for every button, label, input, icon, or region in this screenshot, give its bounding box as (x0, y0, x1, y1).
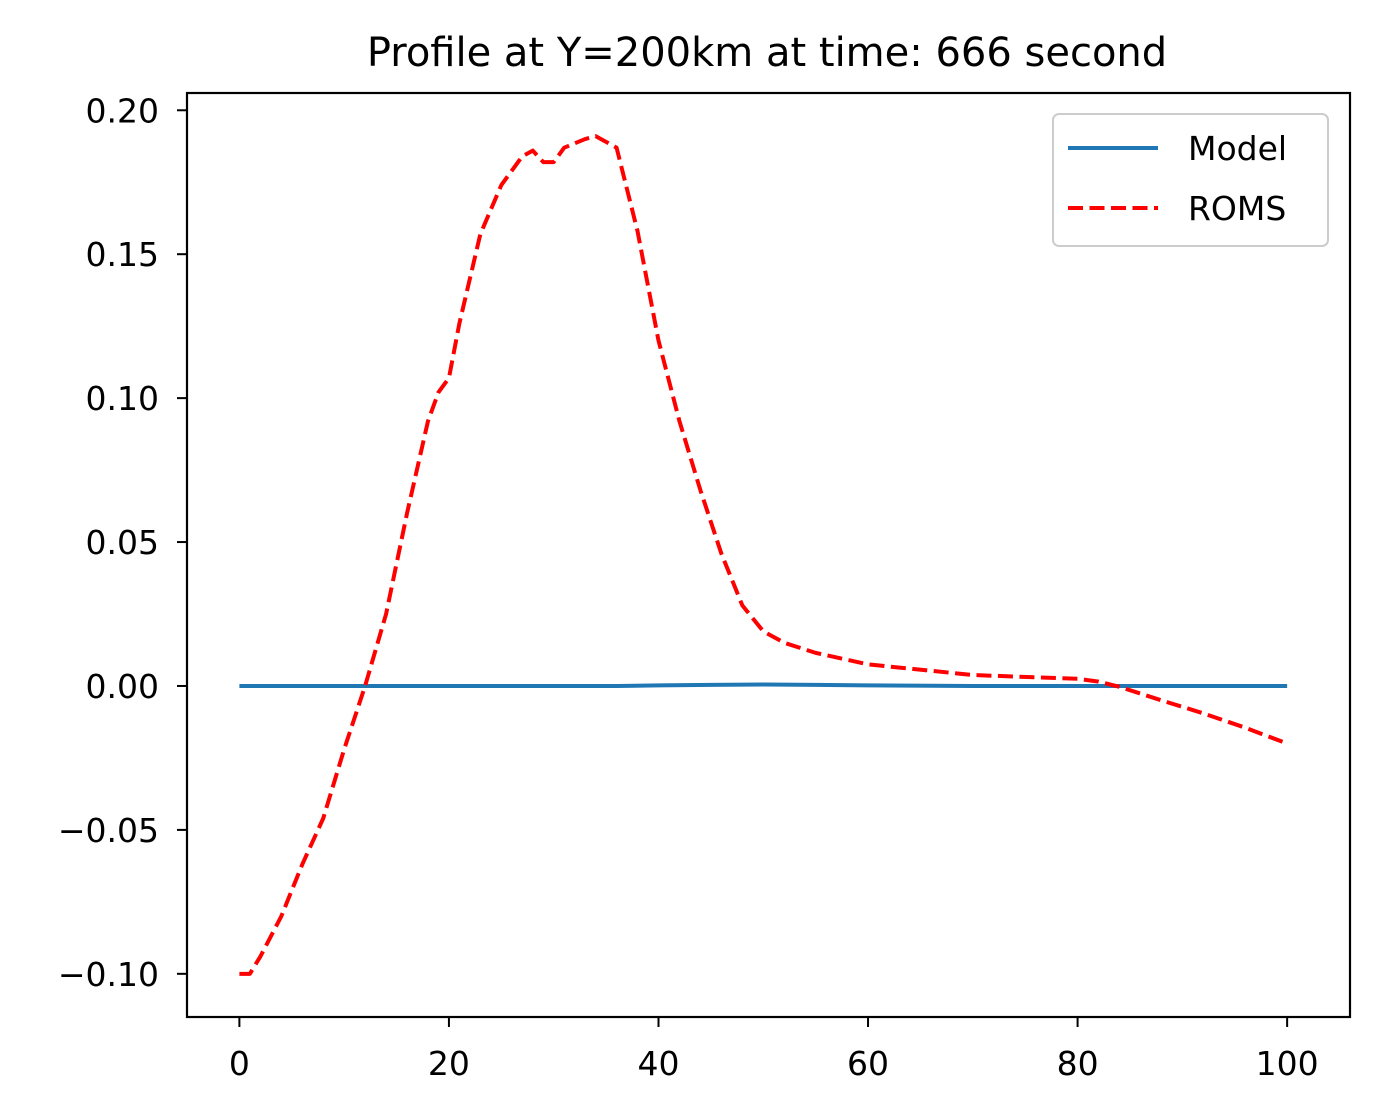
y-tick-label: 0.20 (86, 91, 159, 130)
x-tick-label: 100 (1256, 1044, 1319, 1083)
x-tick-label: 60 (847, 1044, 889, 1083)
x-tick-label: 20 (428, 1044, 470, 1083)
y-tick-label: 0.00 (86, 667, 159, 706)
y-tick-label: −0.10 (58, 955, 159, 994)
x-tick-label: 40 (637, 1044, 679, 1083)
legend-label-roms: ROMS (1188, 189, 1286, 228)
y-axis: −0.10 −0.05 0.00 0.05 0.10 0.15 0.20 (58, 91, 187, 994)
y-tick-label: 0.05 (86, 523, 159, 562)
y-tick-label: −0.05 (58, 811, 159, 850)
legend-label-model: Model (1188, 129, 1287, 168)
y-tick-label: 0.10 (86, 379, 159, 418)
plot-area (185, 91, 1352, 1019)
x-tick-label: 80 (1057, 1044, 1099, 1083)
series-line-model (239, 682, 1288, 688)
axes-frame (185, 91, 1352, 1019)
y-tick-label: 0.15 (86, 235, 159, 274)
chart-title: Profile at Y=200km at time: 666 second (367, 30, 1167, 76)
series-layer (239, 134, 1288, 976)
x-tick-label: 0 (229, 1044, 250, 1083)
series-line-roms (239, 134, 1288, 976)
legend: Model ROMS (1052, 113, 1329, 247)
x-axis: 0 20 40 60 80 100 (229, 1017, 1319, 1083)
